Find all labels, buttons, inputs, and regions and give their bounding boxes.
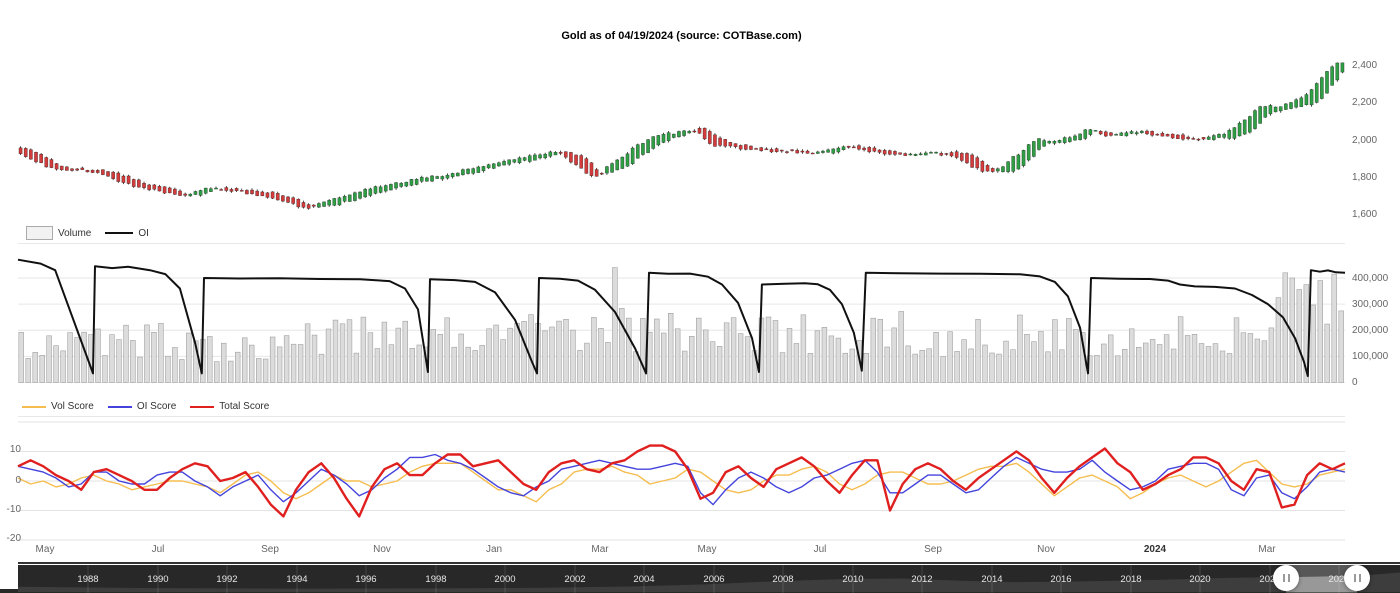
total-score-swatch-icon xyxy=(190,405,215,408)
xaxis-month-label: Mar xyxy=(591,544,609,555)
vol-score-swatch-icon xyxy=(22,405,46,408)
navigator-year-label: 2008 xyxy=(772,574,793,585)
xaxis-month-label: May xyxy=(35,544,55,555)
legend-item-oi-score[interactable]: OI Score xyxy=(107,401,177,412)
navigator-year-label: 2018 xyxy=(1120,574,1141,585)
volume-axis-label: 300,000 xyxy=(1352,299,1389,310)
navigator-area-series xyxy=(18,572,1400,592)
xaxis-line xyxy=(18,562,1400,564)
navigator-year-label: 1990 xyxy=(147,574,168,585)
price-axis-label: 2,200 xyxy=(1352,97,1378,108)
xaxis-month-label: Sep xyxy=(924,544,942,555)
grip-bars-icon xyxy=(1358,574,1361,582)
panel-separator xyxy=(18,243,1345,244)
volume-legend-label: Volume xyxy=(58,227,92,239)
xaxis-month-label: Nov xyxy=(1037,544,1055,555)
navigator-year-label: 2022 xyxy=(1259,574,1280,585)
xaxis-month-label: May xyxy=(697,544,717,555)
scores-axis-label: -20 xyxy=(6,533,21,544)
candlestick-series xyxy=(18,62,1345,210)
volume-axis-label: 400,000 xyxy=(1352,273,1389,284)
volume-series xyxy=(18,267,1344,383)
xaxis-month-label: Nov xyxy=(373,544,391,555)
chart-title: Gold as of 04/19/2024 (source: COTBase.c… xyxy=(561,30,802,42)
xaxis-month-label: Mar xyxy=(1258,544,1276,555)
oi-score-swatch-icon xyxy=(107,405,132,408)
scores-axis-label: -10 xyxy=(6,504,21,515)
navigator-year-label: 2004 xyxy=(633,574,654,585)
navigator-year-label: 2020 xyxy=(1189,574,1210,585)
oi-line xyxy=(17,258,1346,377)
volume-axis-label: 0 xyxy=(1352,377,1358,388)
navigator-svg[interactable]: 1988 1990 1992 1994 1996 1998 2000 2002 2004 2006… xyxy=(0,565,1400,593)
scores-legend: Vol Score OI Score Total Score xyxy=(22,401,283,412)
oi-legend-label: OI xyxy=(138,227,149,239)
oi-score-legend-label: OI Score xyxy=(136,401,177,412)
xaxis-month-label: Jul xyxy=(151,544,165,555)
price-axis-label: 1,600 xyxy=(1352,209,1378,220)
scores-chart-svg[interactable] xyxy=(0,418,1400,544)
vol-score-legend-label: Vol Score xyxy=(51,401,94,412)
navigator-year-label: 2002 xyxy=(564,574,585,585)
legend-item-total-score[interactable]: Total Score xyxy=(190,401,269,412)
navigator-year-label: 2012 xyxy=(911,574,932,585)
xaxis-month-label: Jul xyxy=(813,544,827,555)
navigator-year-label: 1992 xyxy=(216,574,237,585)
navigator-year-label: 2016 xyxy=(1050,574,1071,585)
volume-axis-label: 100,000 xyxy=(1352,351,1389,362)
scores-axis-label: 0 xyxy=(15,475,21,486)
total-score-legend-label: Total Score xyxy=(219,401,270,412)
navigator-year-label: 2010 xyxy=(842,574,863,585)
navigator-handle-left[interactable] xyxy=(1273,565,1299,591)
grip-bars-icon xyxy=(1282,574,1285,582)
legend-item-vol-score[interactable]: Vol Score xyxy=(22,401,94,412)
price-chart-svg[interactable] xyxy=(0,50,1400,230)
price-axis-label: 1,800 xyxy=(1352,172,1378,183)
scores-axis-label: 10 xyxy=(9,444,21,455)
volume-oi-legend: Volume OI xyxy=(26,226,163,240)
price-axis-label: 2,400 xyxy=(1352,60,1378,71)
oi-line-swatch-icon xyxy=(105,232,134,234)
grip-bars-icon xyxy=(1287,574,1290,582)
navigator-year-label: 1998 xyxy=(425,574,446,585)
panel-separator xyxy=(18,416,1345,417)
vol-score-line xyxy=(17,459,1346,503)
price-axis-label: 2,000 xyxy=(1352,135,1378,146)
total-score-line xyxy=(17,444,1346,518)
navigator-handle-right[interactable] xyxy=(1344,565,1370,591)
navigator-year-label: 1988 xyxy=(77,574,98,585)
volume-swatch-icon xyxy=(26,226,53,240)
legend-item-oi[interactable]: OI xyxy=(105,228,149,239)
navigator-year-label: 2014 xyxy=(981,574,1002,585)
navigator-year-label: 1996 xyxy=(355,574,376,585)
navigator-year-label: 1994 xyxy=(286,574,307,585)
xaxis-month-label: Sep xyxy=(261,544,279,555)
volume-oi-chart-svg[interactable] xyxy=(0,248,1400,388)
oi-score-line xyxy=(17,453,1346,506)
xaxis-month-label: Jan xyxy=(485,544,503,555)
grip-bars-icon xyxy=(1353,574,1356,582)
xaxis-month-label: 2024 xyxy=(1143,544,1167,555)
navigator-year-label: 2024 xyxy=(1328,574,1349,585)
volume-axis-label: 200,000 xyxy=(1352,325,1389,336)
navigator-year-label: 2000 xyxy=(494,574,515,585)
navigator-year-label: 2006 xyxy=(703,574,724,585)
legend-item-volume[interactable]: Volume xyxy=(26,226,91,240)
